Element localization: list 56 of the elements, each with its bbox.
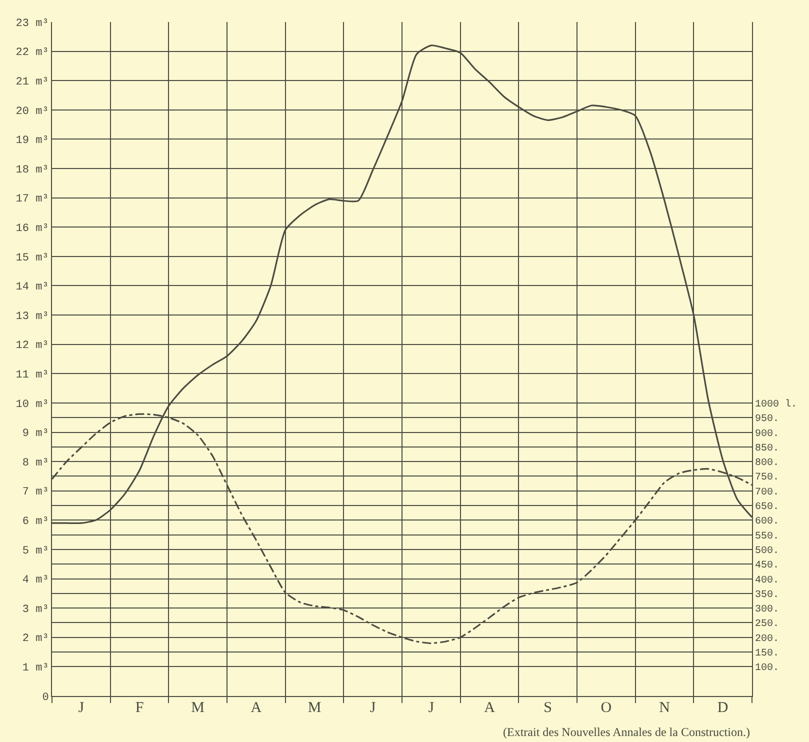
y2-tick-label: 800. xyxy=(755,458,780,470)
y-tick-label: 15 m³ xyxy=(16,252,49,264)
text: (Extrait des Nouvelles Annales de la Construction.) xyxy=(503,725,750,739)
y-tick-label: 4 m³ xyxy=(22,574,49,587)
x-tick-label: F xyxy=(135,700,144,716)
x-tick-label: J xyxy=(78,700,84,716)
y-tick-label: 14 m³ xyxy=(16,282,49,294)
x-tick-label: M xyxy=(191,700,204,716)
y-tick-label: 1 m³ xyxy=(22,662,49,675)
y-tick-label: 6 m³ xyxy=(22,516,49,528)
y-tick-label: 16 m³ xyxy=(16,222,49,235)
y-tick-label: 8 m³ xyxy=(22,457,49,470)
y2-tick-label: 1000 l. xyxy=(755,398,798,410)
y2-tick-label: 550. xyxy=(755,531,780,542)
x-tick-label: J xyxy=(370,700,376,716)
y2-tick-label: 500. xyxy=(755,546,780,557)
y2-tick-label: 450. xyxy=(755,560,780,572)
y2-tick-label: 950. xyxy=(755,414,780,426)
y2-tick-label: 400. xyxy=(755,575,780,586)
x-tick-label: M xyxy=(308,700,322,716)
y-tick-label: 23 m³ xyxy=(16,18,49,30)
y-tick-label: 3 m³ xyxy=(22,604,49,616)
y2-tick-label: 850. xyxy=(755,443,780,454)
y2-tick-label: 700. xyxy=(755,487,780,498)
y-tick-label: 0 xyxy=(42,692,49,704)
x-tick-label: N xyxy=(659,700,670,716)
y-tick-label: 10 m³ xyxy=(16,398,49,411)
y2-tick-label: 100. xyxy=(755,663,780,674)
y2-tick-label: 350. xyxy=(755,590,780,601)
y2-tick-label: 300. xyxy=(755,604,780,616)
y-tick-label: 7 m³ xyxy=(22,486,49,499)
y2-tick-label: 250. xyxy=(755,619,780,630)
x-tick-label: S xyxy=(544,700,552,716)
y-tick-label: 17 m³ xyxy=(16,194,49,206)
y-tick-label: 2 m³ xyxy=(22,633,49,646)
y-tick-label: 11 m³ xyxy=(16,370,49,382)
y-tick-label: 12 m³ xyxy=(16,340,49,352)
y2-tick-label: 650. xyxy=(755,502,780,514)
y-tick-label: 21 m³ xyxy=(16,76,49,88)
y-tick-label: 18 m³ xyxy=(16,164,49,176)
x-tick-label: O xyxy=(600,700,612,716)
x-tick-label: A xyxy=(250,700,262,716)
x-tick-label: A xyxy=(484,700,496,716)
y-tick-label: 22 m³ xyxy=(16,47,49,60)
x-tick-label: D xyxy=(717,700,728,716)
y-tick-label: 19 m³ xyxy=(16,135,49,148)
y-tick-label: 13 m³ xyxy=(16,310,49,323)
y-tick-label: 9 m³ xyxy=(22,428,49,440)
y-tick-label: 5 m³ xyxy=(22,545,49,558)
y2-tick-label: 750. xyxy=(755,472,780,484)
y2-tick-label: 150. xyxy=(755,648,780,660)
y2-tick-label: 900. xyxy=(755,428,780,440)
y2-tick-label: 200. xyxy=(755,634,780,645)
y-tick-label: 20 m³ xyxy=(16,106,49,118)
y2-tick-label: 600. xyxy=(755,516,780,528)
x-tick-label: J xyxy=(428,700,434,716)
